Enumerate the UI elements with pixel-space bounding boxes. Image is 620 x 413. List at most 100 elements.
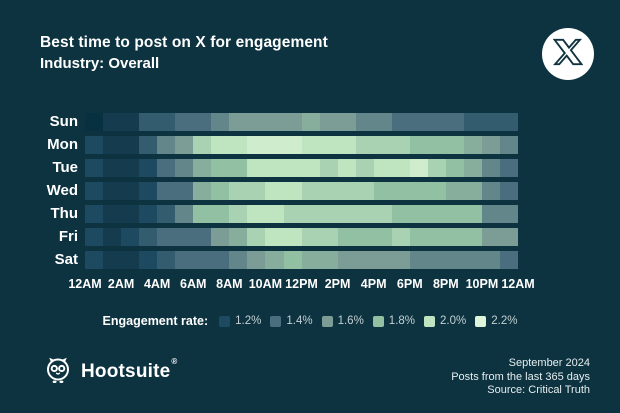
heatmap-cell [229,159,248,177]
heatmap-cell [337,159,356,177]
heatmap-cell [193,113,212,131]
heatmap-cell [301,159,320,177]
heatmap-cell [175,182,194,200]
legend-swatch [270,315,282,327]
heatmap-cell [211,251,230,269]
heatmap-cell [391,136,410,154]
chart-subtitle: Industry: Overall [40,55,160,72]
heatmap-row [85,159,519,177]
heatmap-cell [482,136,501,154]
heatmap-cell [319,205,338,223]
heatmap-row [85,205,519,223]
heatmap-cell [211,182,230,200]
heatmap-cell [139,136,158,154]
heatmap-cell [139,228,158,246]
heatmap-cell [121,182,140,200]
heatmap-cell [355,159,374,177]
heatmap-cell [85,251,104,269]
heatmap-cell [103,251,122,269]
heatmap-cell [373,113,392,131]
heatmap-cell [247,159,266,177]
heatmap-cell [139,251,158,269]
heatmap-cell [319,182,338,200]
heatmap-cell [337,228,356,246]
heatmap-cell [121,136,140,154]
heatmap-cell [175,113,194,131]
legend-title: Engagement rate: [102,314,209,328]
heatmap-cell [283,182,302,200]
heatmap-cell [193,205,212,223]
heatmap-cell [103,159,122,177]
x-axis-tick: 10PM [465,277,499,291]
heatmap-cell [193,136,212,154]
heatmap-cell [283,205,302,223]
heatmap-cell [103,113,122,131]
heatmap-cell [482,113,501,131]
heatmap-cell [301,113,320,131]
heatmap-cell [193,182,212,200]
heatmap-cell [85,136,104,154]
heatmap-cell [463,251,483,269]
x-axis-tick: 12AM [501,277,535,291]
x-axis-tick: 6PM [396,277,423,291]
heatmap-cell [427,205,446,223]
x-logo-icon [552,37,584,72]
heatmap-cell [337,205,356,223]
x-axis-tick: 12PM [285,277,318,291]
heatmap-cell [319,113,338,131]
heatmap-grid [85,113,519,274]
hootsuite-logo: Hootsuite® [42,355,178,389]
heatmap-cell [482,228,501,246]
heatmap-cell [157,205,176,223]
heatmap-cell [211,228,230,246]
legend-label: 1.4% [286,315,313,327]
heatmap-row [85,136,519,154]
chart-title: Best time to post on X for engagement [40,34,328,51]
heatmap-cell [283,251,302,269]
heatmap-cell [301,182,320,200]
heatmap-cell [427,159,446,177]
heatmap-cell [409,159,428,177]
heatmap-cell [157,182,176,200]
legend-swatch [424,315,436,327]
heatmap-cell [247,251,266,269]
heatmap-cell [373,136,392,154]
heatmap-cell [409,251,428,269]
heatmap-cell [409,205,428,223]
heatmap-cell [247,136,266,154]
heatmap-row [85,228,519,246]
heatmap-cell [121,251,140,269]
legend-items: 1.2% 1.4% 1.6% 1.8% 2.0% 2.2% [219,315,517,327]
heatmap-cell [373,251,392,269]
heatmap-cell [500,251,519,269]
heatmap-cell [103,228,122,246]
heatmap-cell [463,136,483,154]
heatmap-cell [85,228,104,246]
legend-item: 1.8% [372,315,415,327]
heatmap-cell [247,182,266,200]
heatmap-cell [427,251,446,269]
day-label: Thu [50,205,79,222]
heatmap-cell [175,228,194,246]
heatmap-cell [193,251,212,269]
x-axis-hour-labels: 12AM 2AM 4AM 6AM 8AM 10AM 12PM 2PM 4PM 6PM 8PM 10PM… [68,277,534,293]
heatmap-cell [265,182,284,200]
heatmap-cell [121,113,140,131]
legend-label: 2.2% [491,315,518,327]
heatmap-cell [157,113,176,131]
heatmap-cell [85,205,104,223]
heatmap-cell [500,159,519,177]
heatmap-cell [229,228,248,246]
day-label: Tue [52,159,78,176]
heatmap-cell [247,205,266,223]
heatmap-cell [301,136,320,154]
heatmap-cell [139,205,158,223]
heatmap-row [85,182,519,200]
heatmap-cell [175,136,194,154]
x-axis-tick: 8AM [216,277,243,291]
heatmap-cell [157,136,176,154]
heatmap-cell [301,205,320,223]
heatmap-cell [373,228,392,246]
heatmap-cell [482,205,501,223]
